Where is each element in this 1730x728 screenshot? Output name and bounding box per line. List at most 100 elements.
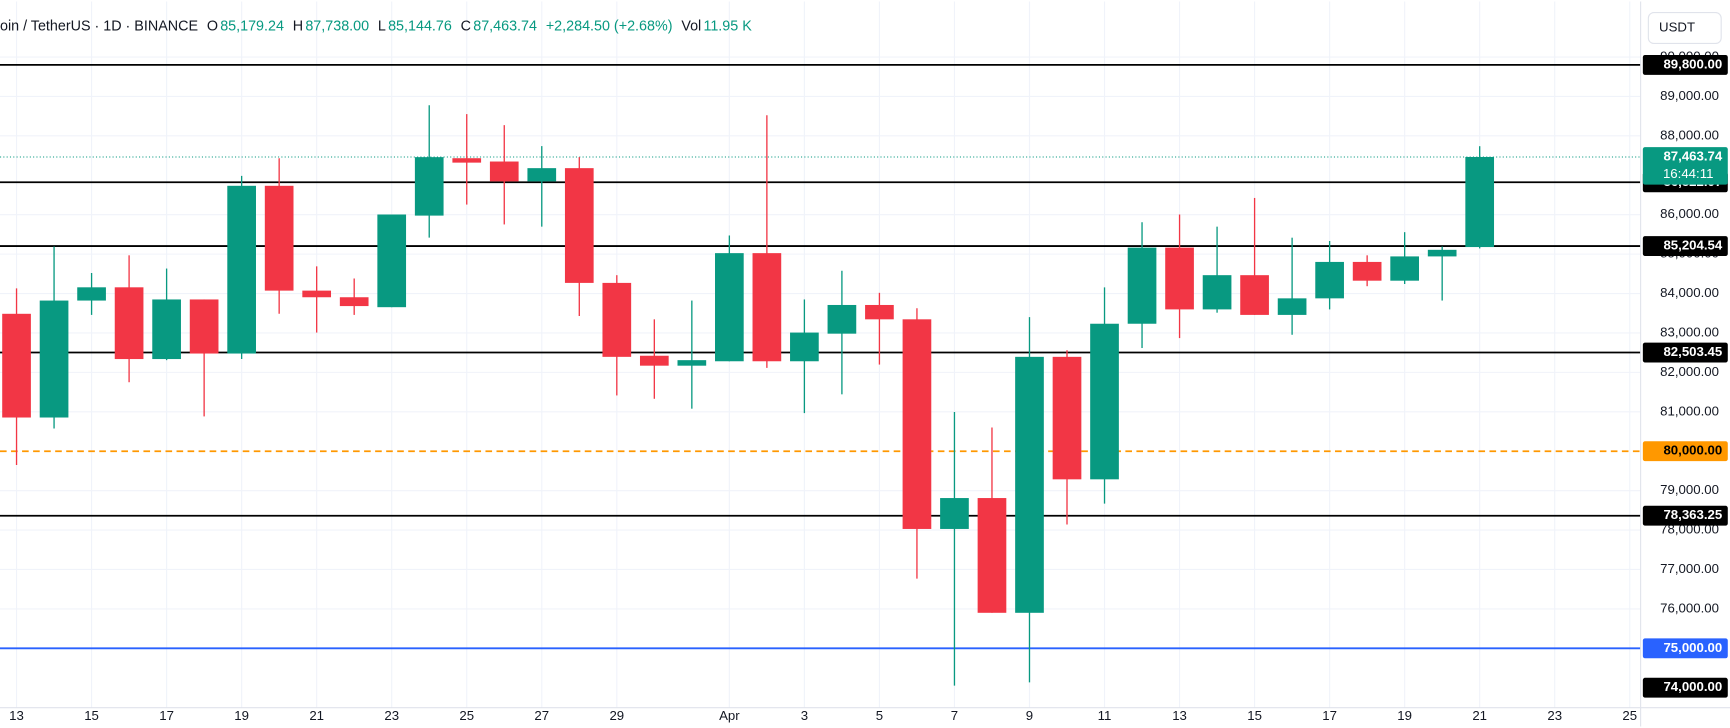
candle-body <box>1315 261 1344 299</box>
candle-body <box>677 360 707 366</box>
countdown: 16:44:11 <box>1663 166 1713 181</box>
candle-body <box>1427 249 1457 257</box>
ohlc-label: C <box>461 19 471 35</box>
price-label-box <box>1642 236 1728 256</box>
candle-body <box>114 287 144 360</box>
x-tick-label: 23 <box>384 708 399 723</box>
y-tick-label: 76,000.00 <box>1660 600 1719 615</box>
x-tick-label: 25 <box>1622 708 1637 723</box>
x-tick-label: 23 <box>1547 708 1562 723</box>
price-label-box <box>1642 342 1728 363</box>
x-tick-label: 19 <box>1397 708 1412 723</box>
ohlc-label: H <box>293 19 303 35</box>
candle-body <box>1052 356 1082 480</box>
candle-body <box>940 498 969 529</box>
candle-body <box>1090 323 1119 480</box>
x-tick-label: 13 <box>9 708 24 723</box>
candle-body <box>827 304 857 334</box>
candle-body <box>414 157 444 216</box>
price-label: 74,000.00 <box>1663 679 1722 694</box>
price-label: 75,000.00 <box>1663 640 1722 655</box>
candle-body <box>39 300 69 418</box>
x-tick-label: 17 <box>159 708 174 723</box>
candle-body <box>1202 275 1232 310</box>
x-tick-label: Apr <box>719 708 740 723</box>
volume-label: Vol <box>681 19 701 35</box>
y-tick-label: 86,000.00 <box>1660 206 1719 221</box>
price-label-box <box>1642 441 1728 462</box>
symbol: oin / TetherUS · 1D · BINANCE <box>0 19 198 35</box>
candle-body <box>1015 356 1044 613</box>
ohlc-label: O <box>207 19 218 35</box>
x-tick-label: 15 <box>1247 708 1262 723</box>
x-tick-label: 19 <box>234 708 249 723</box>
change: +2,284.50 (+2.68%) <box>546 19 673 35</box>
candle-body <box>489 161 519 182</box>
candle-body <box>752 253 782 362</box>
ohlc-label: L <box>378 19 386 35</box>
last-price-box <box>1642 147 1728 185</box>
ohlc-value: 85,144.76 <box>388 19 452 35</box>
x-tick-label: 7 <box>951 708 958 723</box>
price-label: 82,503.45 <box>1663 344 1722 359</box>
x-tick-label: 15 <box>84 708 99 723</box>
candle-body <box>1390 256 1419 281</box>
y-tick-label: 81,000.00 <box>1660 403 1719 418</box>
y-tick-label: 77,000.00 <box>1660 561 1719 576</box>
currency: USDT <box>1659 20 1695 35</box>
x-tick-label: 21 <box>309 708 324 723</box>
candle-body <box>902 319 932 529</box>
y-tick-label: 89,000.00 <box>1660 88 1719 103</box>
price-label-box <box>1642 638 1728 659</box>
price-label: 85,204.54 <box>1663 238 1722 253</box>
price-label: 78,363.25 <box>1663 507 1722 522</box>
candle-body <box>2 313 31 418</box>
candle-body <box>790 332 819 362</box>
candle-body <box>527 168 557 182</box>
y-tick-label: 88,000.00 <box>1660 127 1719 142</box>
candles <box>2 105 1495 686</box>
x-tick-label: 17 <box>1322 708 1337 723</box>
x-tick-label: 11 <box>1098 708 1112 723</box>
axes: 13 15 17 19 21 23 25 27 29 Apr 3 5 7 9 11 13 15 17 19 21 23 2… <box>9 49 1728 723</box>
candle-body <box>639 355 669 366</box>
ohlc-value: 87,463.74 <box>473 19 537 35</box>
candle-body <box>152 299 181 360</box>
header: oin / TetherUS · 1D · BINANCE O 85,179.24 H… <box>0 19 752 35</box>
candle-body <box>1240 275 1269 315</box>
y-tick-label: 83,000.00 <box>1660 324 1719 339</box>
candle-body <box>377 214 407 308</box>
candle-body <box>302 290 332 298</box>
candle-body <box>865 304 894 320</box>
candle-body <box>77 287 106 301</box>
candle-body <box>1127 247 1157 324</box>
volume: 11.95 K <box>703 19 752 35</box>
candle-body <box>977 498 1007 613</box>
y-tick-label: 82,000.00 <box>1660 364 1719 379</box>
candle-body <box>339 297 369 307</box>
price-label-box <box>1642 54 1728 75</box>
x-tick-label: 29 <box>609 708 624 723</box>
currency-button[interactable] <box>1647 12 1722 45</box>
candle-body <box>189 299 219 354</box>
candle-body <box>1465 157 1495 248</box>
x-tick-label: 9 <box>1026 708 1033 723</box>
price-label: 87,463.74 <box>1663 149 1722 164</box>
candle-body <box>1277 298 1307 315</box>
x-tick-label: 21 <box>1472 708 1487 723</box>
y-tick-label: 84,000.00 <box>1660 285 1719 300</box>
price-label-box <box>1642 505 1728 526</box>
price-label-box <box>1642 677 1728 698</box>
candle-body <box>602 282 632 357</box>
candle-body <box>1165 247 1194 310</box>
candle-body <box>227 185 256 354</box>
candle-body <box>1352 261 1382 281</box>
x-tick-label: 13 <box>1172 708 1187 723</box>
price-label: 80,000.00 <box>1663 443 1722 458</box>
candle-body <box>564 168 594 283</box>
x-tick-label: 3 <box>801 708 808 723</box>
candle-body <box>264 185 294 291</box>
